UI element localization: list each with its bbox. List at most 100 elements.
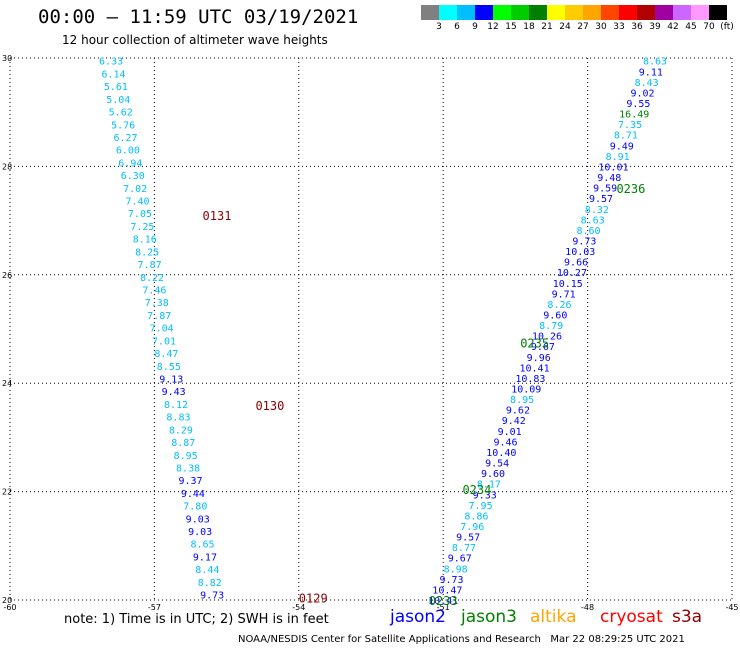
wave-height-point: 8.44: [195, 565, 219, 576]
scale-label: 42: [667, 22, 679, 32]
y-tick-label: 20: [2, 596, 12, 605]
scale-swatch: [439, 5, 457, 20]
wave-height-point: 9.37: [178, 476, 202, 487]
scale-label: 18: [523, 22, 535, 32]
scale-label: 45: [685, 22, 697, 32]
wave-height-point: 9.03: [188, 527, 212, 538]
legend-cryosat: cryosat: [600, 607, 663, 627]
y-tick-label: 28: [2, 162, 12, 171]
wave-height-point: 10.15: [553, 279, 583, 290]
wave-height-point: 9.49: [610, 141, 634, 152]
wave-height-point: 9.60: [543, 310, 567, 321]
wave-height-point: 7.80: [183, 502, 207, 513]
scale-swatch: [457, 5, 475, 20]
page-title: 00:00 – 11:59 UTC 03/19/2021: [38, 6, 359, 28]
scale-label: 15: [505, 22, 517, 32]
wave-height-point: 8.26: [547, 300, 571, 311]
scale-label: 36: [631, 22, 643, 32]
wave-height-point: 9.02: [630, 88, 654, 99]
wave-height-point: 8.77: [452, 543, 476, 554]
wave-height-point: 7.25: [130, 222, 154, 233]
wave-height-point: 9.96: [527, 353, 551, 364]
wave-height-point: 5.04: [106, 95, 130, 106]
scale-label: 30: [595, 22, 607, 32]
pass-time-label: 0233: [429, 594, 458, 608]
wave-height-point: 8.86: [464, 511, 488, 522]
wave-height-point: 8.95: [174, 451, 198, 462]
wave-height-point: 9.55: [626, 99, 650, 110]
wave-height-point: 10.41: [520, 363, 550, 374]
wave-height-point: 9.66: [564, 258, 588, 269]
scale-label: 6: [454, 22, 460, 32]
x-tick-label: -57: [148, 603, 161, 612]
wave-height-point: 9.59: [593, 184, 617, 195]
wave-height-point: 8.60: [576, 226, 600, 237]
wave-height-point: 9.73: [200, 591, 224, 602]
wave-height-point: 9.33: [473, 490, 497, 501]
scale-label: 9: [472, 22, 478, 32]
scale-swatch: [565, 5, 583, 20]
pass-time-label: 0234: [462, 483, 491, 497]
scale-label: 24: [559, 22, 571, 32]
wave-height-point: 9.67: [448, 554, 472, 565]
wave-height-point: 9.71: [552, 289, 576, 300]
wave-height-point: 9.73: [439, 575, 463, 586]
x-tick-label: -48: [581, 603, 594, 612]
wave-height-point: 9.11: [639, 67, 663, 78]
wave-height-point: 7.04: [150, 324, 174, 335]
wave-height-point: 8.38: [176, 463, 200, 474]
wave-height-point: 9.17: [193, 552, 217, 563]
y-tick-label: 26: [2, 271, 12, 280]
wave-height-point: 8.25: [135, 247, 159, 258]
scale-swatch: [547, 5, 565, 20]
wave-height-point: 5.61: [104, 82, 128, 93]
wave-height-point: 16.49: [619, 110, 649, 121]
wave-height-point: 8.79: [539, 321, 563, 332]
wave-height-point: 7.01: [152, 336, 176, 347]
wave-height-point: 9.03: [186, 514, 210, 525]
scale-swatch: [709, 5, 727, 20]
scale-label: 39: [649, 22, 661, 32]
wave-height-point: 6.14: [101, 69, 125, 80]
wave-height-point: 8.87: [171, 438, 195, 449]
wave-height-point: 10.09: [511, 385, 541, 396]
footer-note: note: 1) Time is in UTC; 2) SWH is in fe…: [64, 612, 329, 627]
x-tick-label: -60: [3, 603, 16, 612]
wave-height-point: 8.29: [169, 425, 193, 436]
wave-height-point: 8.43: [635, 78, 659, 89]
wave-height-point: 10.41: [428, 596, 458, 607]
footer-credit: NOAA/NESDIS Center for Satellite Applica…: [238, 634, 685, 645]
wave-height-point: 5.62: [109, 108, 133, 119]
scale-swatch: [619, 5, 637, 20]
scale-swatch: [655, 5, 673, 20]
scale-swatch: [583, 5, 601, 20]
wave-height-point: 9.57: [456, 533, 480, 544]
wave-height-point: 8.12: [164, 400, 188, 411]
scale-label: 12: [487, 22, 499, 32]
wave-height-point: 10.27: [557, 268, 587, 279]
wave-height-point: 9.13: [159, 374, 183, 385]
wave-height-point: 9.48: [597, 173, 621, 184]
scale-label: 3: [436, 22, 442, 32]
scale-swatch: [475, 5, 493, 20]
scale-label: 70: [703, 22, 715, 32]
pass-time-label: 0129: [299, 591, 328, 605]
scale-label: 33: [613, 22, 625, 32]
wave-height-point: 7.87: [138, 260, 162, 271]
wave-height-point: 7.38: [145, 298, 169, 309]
pass-time-label: 0130: [255, 399, 284, 413]
wave-height-point: 10.47: [432, 585, 462, 596]
scale-swatch: [529, 5, 547, 20]
wave-height-point: 8.91: [606, 152, 630, 163]
wave-height-point: 7.40: [126, 197, 150, 208]
wave-height-point: 9.60: [481, 469, 505, 480]
wave-height-point: 9.54: [485, 459, 509, 470]
pass-time-label: 0235: [520, 337, 549, 351]
wave-height-point: 9.43: [162, 387, 186, 398]
wave-height-point: 8.83: [166, 413, 190, 424]
legend-s3a: s3a: [672, 607, 703, 627]
scale-swatch: [421, 5, 439, 20]
y-tick-label: 30: [2, 54, 12, 63]
wave-height-point: 10.26: [532, 332, 562, 343]
